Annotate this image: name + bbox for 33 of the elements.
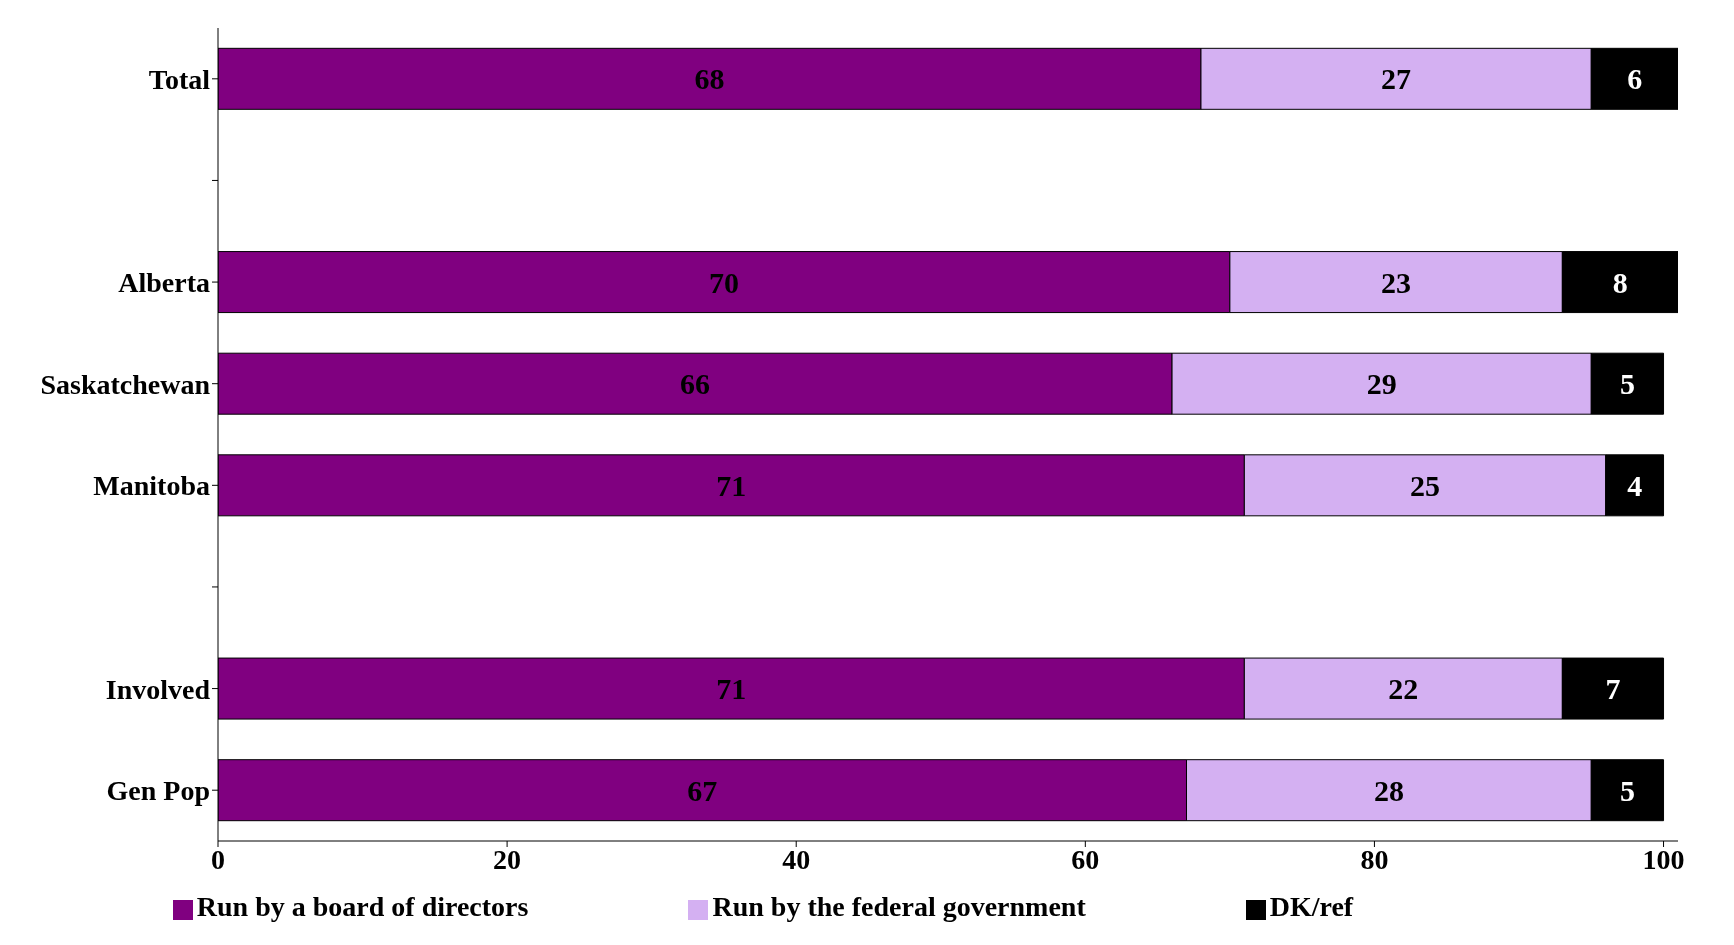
x-tick-label: 100 — [1642, 843, 1685, 875]
data-label: 28 — [1373, 773, 1404, 807]
data-label: 22 — [1388, 672, 1419, 706]
legend-label: DK/ref — [1269, 891, 1354, 922]
data-label: 23 — [1381, 265, 1412, 299]
data-label: 71 — [716, 468, 747, 502]
data-label: 29 — [1366, 367, 1397, 401]
data-label: 70 — [708, 265, 739, 299]
legend-label: Run by the federal government — [712, 891, 1086, 922]
y-tick-label: Manitoba — [93, 470, 210, 502]
data-label: 7 — [1605, 672, 1621, 706]
data-label: 25 — [1410, 468, 1441, 502]
x-tick-label: 80 — [1360, 843, 1389, 875]
y-tick-label: Involved — [105, 673, 211, 705]
y-tick-label: Saskatchewan — [40, 368, 211, 400]
data-label: 6 — [1627, 62, 1643, 96]
x-tick-label: 20 — [493, 843, 522, 875]
y-tick-label: Alberta — [118, 267, 210, 298]
data-label: 27 — [1381, 62, 1412, 96]
data-label: 4 — [1627, 468, 1643, 502]
data-label: 71 — [716, 672, 747, 706]
legend-label: Run by a board of directors — [196, 891, 529, 922]
x-tick-label: 0 — [211, 843, 225, 875]
data-label: 8 — [1612, 265, 1628, 299]
y-tick-label: Total — [148, 63, 211, 95]
x-tick-label: 40 — [782, 843, 811, 875]
data-label: 67 — [687, 773, 718, 807]
y-tick-label: Gen Pop — [106, 775, 210, 807]
x-tick-label: 60 — [1071, 843, 1100, 875]
data-label: 5 — [1619, 367, 1635, 401]
data-label: 68 — [694, 62, 725, 96]
data-label: 66 — [680, 367, 711, 401]
data-label: 5 — [1619, 773, 1635, 807]
